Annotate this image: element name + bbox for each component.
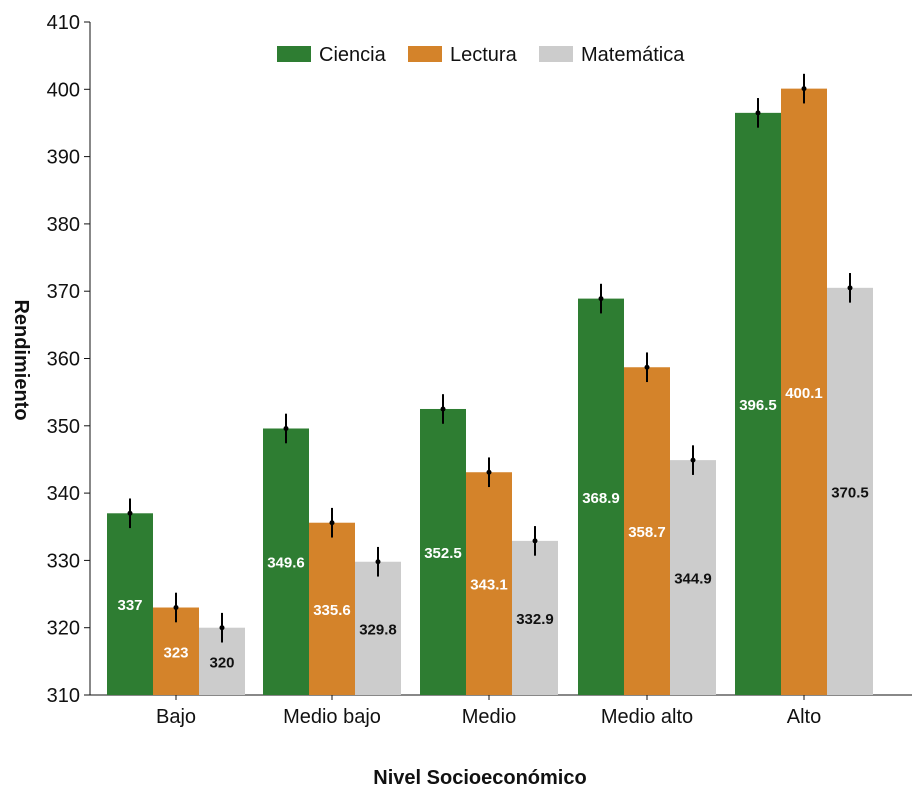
y-tick-label: 310	[47, 685, 80, 707]
legend-label: Lectura	[450, 44, 518, 66]
error-bar-point	[755, 110, 761, 116]
y-axis-title: Rendimiento	[10, 299, 32, 420]
error-bar-point	[329, 520, 335, 526]
y-tick-label: 360	[47, 349, 80, 371]
y-tick-label: 340	[47, 483, 80, 505]
error-bar-point	[847, 285, 853, 291]
bar	[578, 298, 624, 695]
y-tick-label: 330	[47, 550, 80, 572]
error-bar-point	[440, 406, 446, 412]
x-tick-label: Medio bajo	[283, 706, 381, 728]
bar	[107, 513, 153, 695]
y-tick-label: 410	[47, 12, 80, 34]
y-axis: 310 320 330 340 350 360 370 380 390 400 410	[47, 12, 91, 707]
legend-label: Matemática	[581, 44, 685, 66]
data-label: 332.9	[516, 611, 554, 628]
bars: 337 323 320 349.6 335.6 329.8 352.5 343.1 332.9 3…	[107, 73, 873, 696]
error-bar-point	[690, 457, 696, 463]
error-bar-point	[801, 86, 807, 92]
legend: Ciencia Lectura Matemática	[277, 44, 685, 66]
data-label: 358.7	[628, 524, 666, 541]
data-label: 368.9	[582, 490, 620, 507]
error-bar-point	[173, 605, 179, 611]
x-axis: Bajo Medio bajo Medio Medio alto Alto	[90, 694, 912, 728]
legend-swatch	[277, 46, 311, 62]
data-label: 349.6	[267, 555, 305, 572]
y-tick-label: 370	[47, 281, 80, 303]
y-tick-label: 350	[47, 416, 80, 438]
error-bar-point	[283, 425, 289, 431]
data-label: 400.1	[785, 385, 823, 402]
data-label: 343.1	[470, 577, 508, 594]
data-label: 344.9	[674, 571, 712, 588]
y-tick-label: 390	[47, 147, 80, 169]
x-tick-label: Medio	[462, 706, 516, 728]
bar	[420, 408, 466, 695]
bar	[309, 522, 355, 695]
x-tick-label: Bajo	[156, 706, 196, 728]
data-label: 370.5	[831, 484, 869, 501]
bar	[735, 112, 781, 696]
legend-swatch	[408, 46, 442, 62]
data-label: 337	[117, 597, 142, 614]
data-label: 335.6	[313, 602, 351, 619]
bar	[512, 540, 558, 695]
error-bar-point	[532, 538, 538, 544]
data-label: 352.5	[424, 545, 462, 562]
error-bar-point	[127, 510, 133, 516]
y-tick-label: 400	[47, 79, 80, 101]
error-bar-point	[219, 625, 225, 631]
x-tick-label: Alto	[787, 706, 821, 728]
x-axis-title: Nivel Socioeconómico	[373, 767, 586, 789]
legend-swatch	[539, 46, 573, 62]
data-label: 329.8	[359, 621, 397, 638]
data-label: 396.5	[739, 397, 777, 414]
legend-label: Ciencia	[319, 44, 387, 66]
error-bar-point	[375, 559, 381, 565]
bar	[670, 460, 716, 695]
x-tick-label: Medio alto	[601, 706, 693, 728]
bar	[624, 367, 670, 695]
error-bar-point	[486, 469, 492, 475]
data-label: 320	[209, 654, 234, 671]
bar	[781, 88, 827, 695]
error-bar-point	[644, 364, 650, 370]
data-label: 323	[163, 644, 188, 661]
y-tick-label: 320	[47, 618, 80, 640]
error-bar-point	[598, 296, 604, 302]
bar	[466, 472, 512, 695]
bar	[827, 287, 873, 695]
bar	[263, 428, 309, 695]
y-tick-label: 380	[47, 214, 80, 236]
bar	[355, 561, 401, 695]
